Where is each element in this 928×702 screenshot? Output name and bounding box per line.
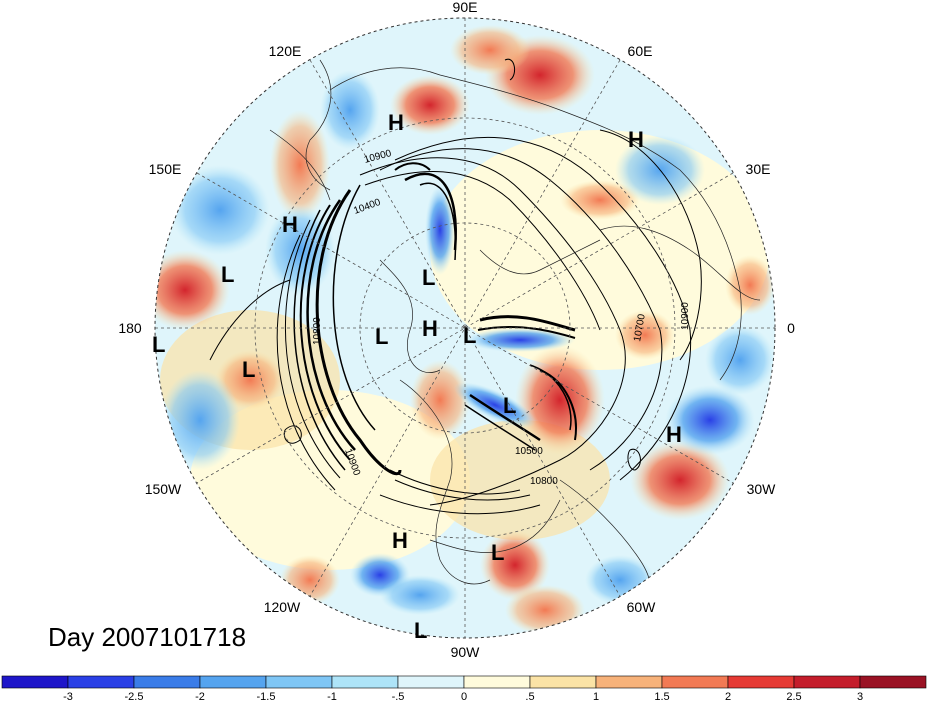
contour-label: 10800 [312,317,323,345]
colorbar-swatch [199,675,267,689]
contour-label-group: 10900 10400 10800 10700 10900 10500 1080… [312,148,691,487]
colorbar-tick-label: 2 [725,691,731,702]
low-pressure-marker: L [422,265,435,290]
colorbar-tick-label: -1.5 [257,691,276,702]
height-contours [209,58,702,515]
colorbar-swatch [397,675,465,689]
low-pressure-marker-edge: L [152,332,165,357]
graticule [155,18,775,638]
high-pressure-marker: H [392,528,408,553]
high-pressure-marker: H [628,127,644,152]
date-label: Day 2007101718 [48,622,246,652]
colorbar-tick-label: -2.5 [125,691,144,702]
contour-label: 10700 [632,313,648,343]
colorbar-swatch [265,675,333,689]
low-pressure-marker: L [414,618,427,643]
lon-label-60e: 60E [628,43,653,59]
lon-label-150w: 150W [145,481,182,497]
lon-label-150e: 150E [149,161,182,177]
colorbar: -3 -2.5 -2 -1.5 -1 -.5 0 .5 1 1.5 2 2.5 3 [1,675,927,702]
low-pressure-marker: L [242,357,255,382]
colorbar-tick-label: -.5 [392,691,405,702]
pressure-centers: H H H L L L H L L L H H L L L [152,110,682,643]
high-pressure-marker: H [388,110,404,135]
high-pressure-marker: H [422,316,438,341]
colorbar-tick-label: -1 [327,691,337,702]
contour-label: 10900 [680,302,691,330]
contour-label: 10800 [530,476,558,487]
coastlines [269,59,761,621]
lon-label-0: 0 [787,320,795,336]
colorbar-tick-label: 3 [857,691,863,702]
lon-label-60w: 60W [627,599,657,615]
colorbar-swatch [331,675,399,689]
colorbar-tick-label: -3 [63,691,73,702]
low-pressure-marker: L [375,324,388,349]
colorbar-tick-label: 1 [593,691,599,702]
lon-label-30w: 30W [747,481,777,497]
colorbar-swatch [661,675,729,689]
longitude-labels: 90E 60E 30E 0 30W 60W 90W 120W 150W 180 … [118,0,795,660]
colorbar-tick-label: 1.5 [654,691,669,702]
colorbar-swatch [463,675,531,689]
low-pressure-marker: L [503,393,516,418]
low-pressure-marker: L [491,540,504,565]
lon-label-120w: 120W [264,599,301,615]
colorbar-swatch [859,675,927,689]
colorbar-tick-label: .5 [525,691,534,702]
contour-label: 10500 [515,446,543,457]
colorbar-swatch [727,675,795,689]
colorbar-swatch [793,675,861,689]
lon-label-90w: 90W [451,644,481,660]
colorbar-swatch [67,675,135,689]
low-pressure-marker: L [463,323,476,348]
lon-label-120e: 120E [269,43,302,59]
lon-label-30e: 30E [746,161,771,177]
lon-label-180: 180 [118,320,142,336]
high-pressure-marker: H [282,212,298,237]
colorbar-tick-label: -2 [195,691,205,702]
colorbar-swatch [529,675,597,689]
colorbar-swatch [133,675,201,689]
high-pressure-marker: H [666,422,682,447]
low-pressure-marker: L [221,262,234,287]
lon-label-90e: 90E [453,0,478,15]
map-border [154,17,776,639]
colorbar-tick-label: 2.5 [786,691,801,702]
colorbar-tick-label: 0 [461,691,467,702]
colorbar-swatch [1,675,69,689]
colorbar-swatch [595,675,663,689]
